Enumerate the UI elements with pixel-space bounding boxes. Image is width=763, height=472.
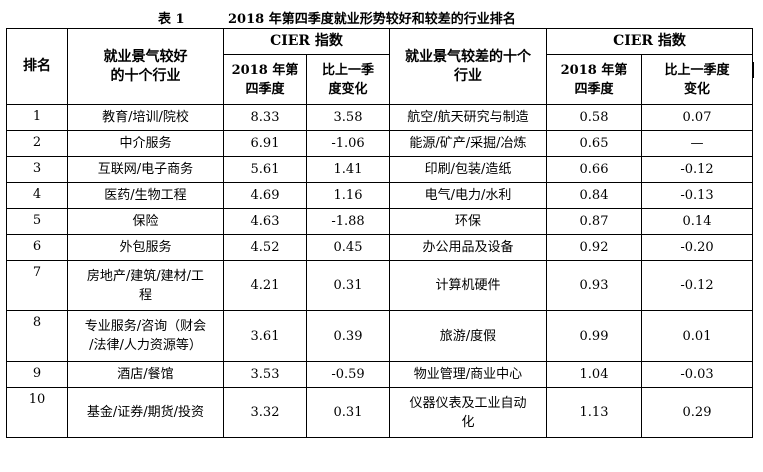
- table-row: 3 互联网/电子商务 5.61 1.41 印刷/包装/造纸 0.66 -0.12: [6, 156, 753, 183]
- good-industry-cell: 医药/生物工程: [67, 182, 224, 209]
- bad-industry-cell: 旅游/度假: [389, 310, 547, 362]
- good-industry-cell: 房地产/建筑/建材/工 程: [67, 260, 224, 311]
- table-row: 2 中介服务 6.91 -1.06 能源/矿产/采掘/冶炼 0.65—: [6, 130, 753, 157]
- good-industry-cell: 外包服务: [67, 234, 224, 261]
- header-row-1: 排名 就业景气较好 的十个行业 CIER 指数 就业景气较差的十个 行业 CIE…: [6, 28, 753, 105]
- good-change-cell: -1.88: [306, 208, 390, 235]
- bad-change-cell: 0.07: [641, 104, 753, 131]
- bad-change-cell: -0.13: [641, 182, 753, 209]
- bad-q4-cell: 0.93: [546, 260, 642, 311]
- table-row: 1 教育/培训/院校 8.33 3.58 航空/航天研究与制造 0.58 0.07: [6, 104, 753, 131]
- table-row: 7 房地产/建筑/建材/工 程 4.21 0.31 计算机硬件 0.93 -0.12: [6, 260, 753, 311]
- good-change-cell: -1.06: [306, 130, 390, 157]
- rank-cell: 2: [6, 130, 68, 157]
- table-label: 表 1: [158, 12, 185, 27]
- bad-industry-cell: 航空/航天研究与制造: [389, 104, 547, 131]
- bad-q4-cell: 0.87: [546, 208, 642, 235]
- good-industry-cell: 中介服务: [67, 130, 224, 157]
- q4-header: 2018 年第 四季度: [223, 54, 307, 105]
- good-change-cell: 3.58: [306, 104, 390, 131]
- bad-change-cell: 0.14: [641, 208, 753, 235]
- table-row: 4 医药/生物工程 4.69 1.16 电气/电力/水利 0.84 -0.13: [6, 182, 753, 209]
- bad-industry-cell: 能源/矿产/采掘/冶炼: [389, 130, 547, 157]
- bad-q4-cell: 0.92: [546, 234, 642, 261]
- good-q4-cell: 3.61: [223, 310, 307, 362]
- table-title: 2018 年第四季度就业形势较好和较差的行业排名: [228, 12, 516, 27]
- bad-industry-cell: 办公用品及设备: [389, 234, 547, 261]
- table-row: 9 酒店/餐馆 3.53 -0.59 物业管理/商业中心 1.04 -0.03: [6, 361, 753, 388]
- rank-cell: 1: [6, 104, 68, 131]
- bad-q4-cell: 1.04: [546, 361, 642, 388]
- bad-q4-cell: 0.65: [546, 130, 642, 157]
- change-header-2: 比上一季度 变化: [641, 54, 753, 105]
- rank-cell: 10: [6, 387, 68, 438]
- good-change-cell: 0.31: [306, 387, 390, 438]
- bad-change-cell: -0.12: [641, 156, 753, 183]
- header-row-2: 2018 年第 四季度 比上一季 度变化 2018 年第 四季度 比上一季度 变…: [7, 54, 753, 105]
- good-q4-cell: 6.91: [223, 130, 307, 157]
- table-body: 排名 就业景气较好 的十个行业 CIER 指数 就业景气较差的十个 行业 CIE…: [6, 28, 753, 438]
- good-industry-cell: 互联网/电子商务: [67, 156, 224, 183]
- cier-index-header-2: CIER 指数: [546, 28, 753, 55]
- change-header: 比上一季 度变化: [306, 54, 390, 105]
- bad-q4-cell: 0.99: [546, 310, 642, 362]
- good-q4-cell: 5.61: [223, 156, 307, 183]
- good-industry-cell: 教育/培训/院校: [67, 104, 224, 131]
- table-row: 5 保险 4.63 -1.88 环保 0.87 0.14: [6, 208, 753, 235]
- bad-industry-cell: 印刷/包装/造纸: [389, 156, 547, 183]
- rank-cell: 6: [6, 234, 68, 261]
- bad-q4-cell: 0.66: [546, 156, 642, 183]
- q4-header-2: 2018 年第 四季度: [546, 54, 642, 105]
- bad-change-cell: 0.29: [641, 387, 753, 438]
- bad-industry-cell: 物业管理/商业中心: [389, 361, 547, 388]
- good-q4-cell: 4.63: [223, 208, 307, 235]
- good-industry-cell: 酒店/餐馆: [67, 361, 224, 388]
- rank-cell: 8: [6, 310, 68, 362]
- bad-q4-cell: 0.84: [546, 182, 642, 209]
- good-change-cell: 0.31: [306, 260, 390, 311]
- rank-header: 排名: [6, 28, 68, 105]
- good-change-cell: 0.45: [306, 234, 390, 261]
- rank-cell: 5: [6, 208, 68, 235]
- good-change-cell: 1.41: [306, 156, 390, 183]
- industry-ranking-table: 排名 就业景气较好 的十个行业 CIER 指数 就业景气较差的十个 行业 CIE…: [6, 28, 753, 438]
- rank-cell: 3: [6, 156, 68, 183]
- good-industry-cell: 基金/证券/期货/投资: [67, 387, 224, 438]
- good-q4-cell: 4.21: [223, 260, 307, 311]
- bad-change-cell: —: [641, 130, 753, 157]
- good-change-cell: -0.59: [306, 361, 390, 388]
- good-q4-cell: 4.52: [223, 234, 307, 261]
- cier-index-header: CIER 指数: [223, 28, 390, 55]
- bad-industry-cell: 计算机硬件: [389, 260, 547, 311]
- good-q4-cell: 4.69: [223, 182, 307, 209]
- good-q4-cell: 3.32: [223, 387, 307, 438]
- good-change-cell: 0.39: [306, 310, 390, 362]
- rank-cell: 7: [6, 260, 68, 311]
- bad-q4-cell: 1.13: [546, 387, 642, 438]
- edge-mark: [752, 62, 754, 78]
- bad-change-cell: 0.01: [641, 310, 753, 362]
- bad-industry-cell: 电气/电力/水利: [389, 182, 547, 209]
- good-industry-cell: 保险: [67, 208, 224, 235]
- good-q4-cell: 8.33: [223, 104, 307, 131]
- bad-q4-cell: 0.58: [546, 104, 642, 131]
- rank-cell: 4: [6, 182, 68, 209]
- rank-cell: 9: [6, 361, 68, 388]
- bad-change-cell: -0.20: [641, 234, 753, 261]
- bad-industry-cell: 仪器仪表及工业自动 化: [389, 387, 547, 438]
- table-row: 8 专业服务/咨询（财会 /法律/人力资源等） 3.61 0.39 旅游/度假 0.99 0…: [6, 310, 753, 362]
- good-industry-cell: 专业服务/咨询（财会 /法律/人力资源等）: [67, 310, 224, 362]
- bad-industry-header: 就业景气较差的十个 行业: [389, 28, 547, 105]
- table-caption: 表 1 2018 年第四季度就业形势较好和较差的行业排名: [0, 6, 763, 27]
- table-row: 6 外包服务 4.52 0.45 办公用品及设备 0.92 -0.20: [6, 234, 753, 261]
- table-row: 10 基金/证券/期货/投资 3.32 0.31 仪器仪表及工业自动 化 1.13 0.29: [6, 387, 753, 438]
- bad-industry-cell: 环保: [389, 208, 547, 235]
- bad-change-cell: -0.12: [641, 260, 753, 311]
- good-industry-header: 就业景气较好 的十个行业: [67, 28, 224, 105]
- good-change-cell: 1.16: [306, 182, 390, 209]
- good-q4-cell: 3.53: [223, 361, 307, 388]
- bad-change-cell: -0.03: [641, 361, 753, 388]
